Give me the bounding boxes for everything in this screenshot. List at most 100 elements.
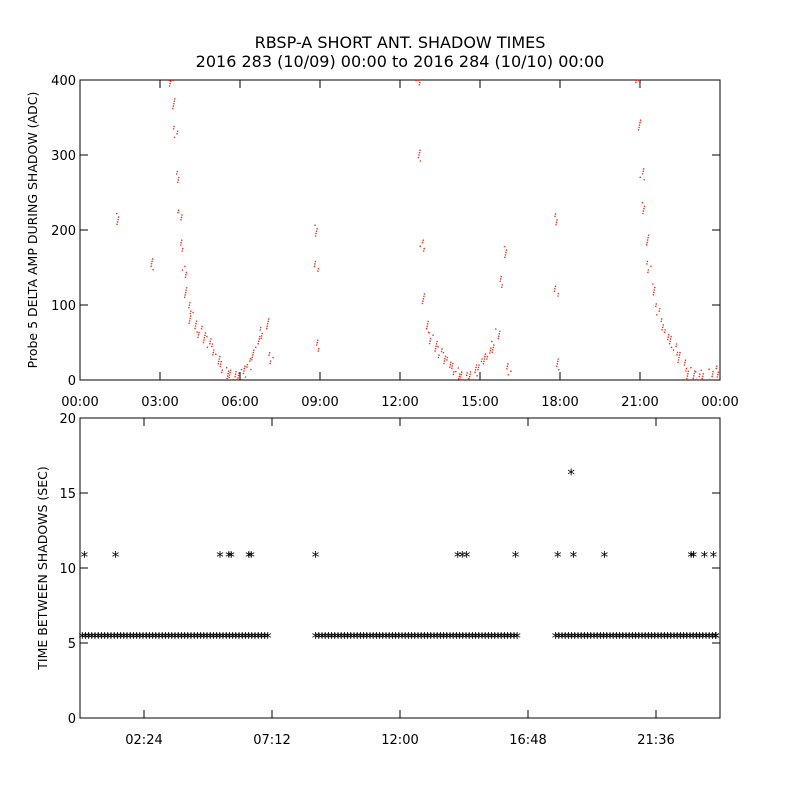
interval-point: * [700,548,709,566]
interval-run-point: * [135,629,144,647]
amplitude-point [272,356,274,359]
amplitude-point [418,154,420,156]
amplitude-point [444,355,447,358]
amplitude-point [694,370,697,373]
amplitude-point [237,374,240,377]
amplitude-point [683,364,686,366]
interval-run-point: * [333,629,342,647]
interval-run-point: * [433,629,442,647]
amplitude-point [268,351,271,354]
amplitude-point [639,119,642,121]
interval-run-point: * [228,629,237,647]
amplitude-point [475,366,477,369]
interval-run-point: * [241,629,250,647]
interval-run-point: * [244,629,253,647]
interval-point: * [462,548,471,566]
amplitude-point [150,262,153,265]
amplitude-point [646,241,648,244]
amplitude-point [555,223,557,226]
amplitude-point [698,375,701,378]
amplitude-point [639,176,642,179]
amplitude-point [449,363,452,366]
interval-run-point: * [142,629,151,647]
amplitude-point [181,250,184,252]
interval-run-point: * [673,629,682,647]
amplitude-point [244,376,247,378]
interval-run-point: * [317,629,326,647]
interval-run-point: * [148,629,157,647]
amplitude-point [314,235,317,237]
amplitude-point [655,303,658,305]
interval-run-point: * [225,629,234,647]
amplitude-point [177,179,180,181]
interval-point: * [511,548,520,566]
amplitude-point [203,336,206,339]
amplitude-point [316,228,318,230]
amplitude-point [684,359,687,362]
amplitude-point [314,260,317,263]
amplitude-point [249,357,252,360]
amplitude-point [260,337,263,340]
amplitude-point [469,373,471,376]
amplitude-point [211,343,214,345]
interval-run-point: * [260,629,269,647]
interval-run-point: * [567,629,576,647]
amplitude-point [686,377,688,380]
amplitude-point [242,372,245,375]
amplitude-point [555,365,558,368]
interval-run-point: * [506,629,515,647]
amplitude-data-points [115,79,720,381]
amplitude-point [690,366,692,369]
interval-run-point: * [676,629,685,647]
interval-run-point: * [615,629,624,647]
interval-run-point: * [711,629,720,647]
amplitude-point [716,376,719,378]
interval-run-point: * [701,629,710,647]
amplitude-point [176,170,179,173]
interval-run-point: * [401,629,410,647]
interval-point: * [458,548,467,566]
interval-run-point: * [327,629,336,647]
interval-run-point: * [247,629,256,647]
amplitude-point [677,361,679,364]
amplitude-point [685,367,688,370]
interval-run-point: * [222,629,231,647]
interval-point: * [244,548,253,566]
amplitude-point [701,377,704,380]
amplitude-point [253,349,255,351]
amplitude-point [426,325,428,328]
interval-run-point: * [235,629,244,647]
interval-run-point: * [625,629,634,647]
interval-plot-frame [79,417,721,719]
interval-run-point: * [254,629,263,647]
amplitude-point [244,365,246,368]
interval-run-point: * [231,629,240,647]
amplitude-point [235,370,237,373]
amplitude-point [259,326,262,329]
amplitude-point [175,173,178,175]
amplitude-point [646,260,649,263]
amplitude-point [116,223,118,226]
amplitude-point [437,356,440,359]
amplitude-point [647,269,650,271]
interval-point: * [227,548,236,566]
amplitude-point [184,294,186,296]
amplitude-point [460,371,463,374]
amplitude-point [168,85,171,87]
amplitude-point [643,205,646,208]
amplitude-point [152,268,154,271]
amplitude-point [226,377,228,380]
amplitude-point [196,331,198,333]
amplitude-point [227,372,229,375]
amplitude-y-axis-label: Probe 5 DELTA AMP DURING SHADOW (ADC) [25,92,40,369]
amplitude-point [240,368,243,371]
amplitude-point [635,79,638,82]
amplitude-point [478,364,480,366]
amplitude-point [446,359,448,361]
amplitude-point [475,364,478,366]
amplitude-point [421,241,424,244]
amplitude-point [195,320,198,323]
interval-run-point: * [461,629,470,647]
amplitude-point [641,201,644,204]
amplitude-point [474,371,476,374]
